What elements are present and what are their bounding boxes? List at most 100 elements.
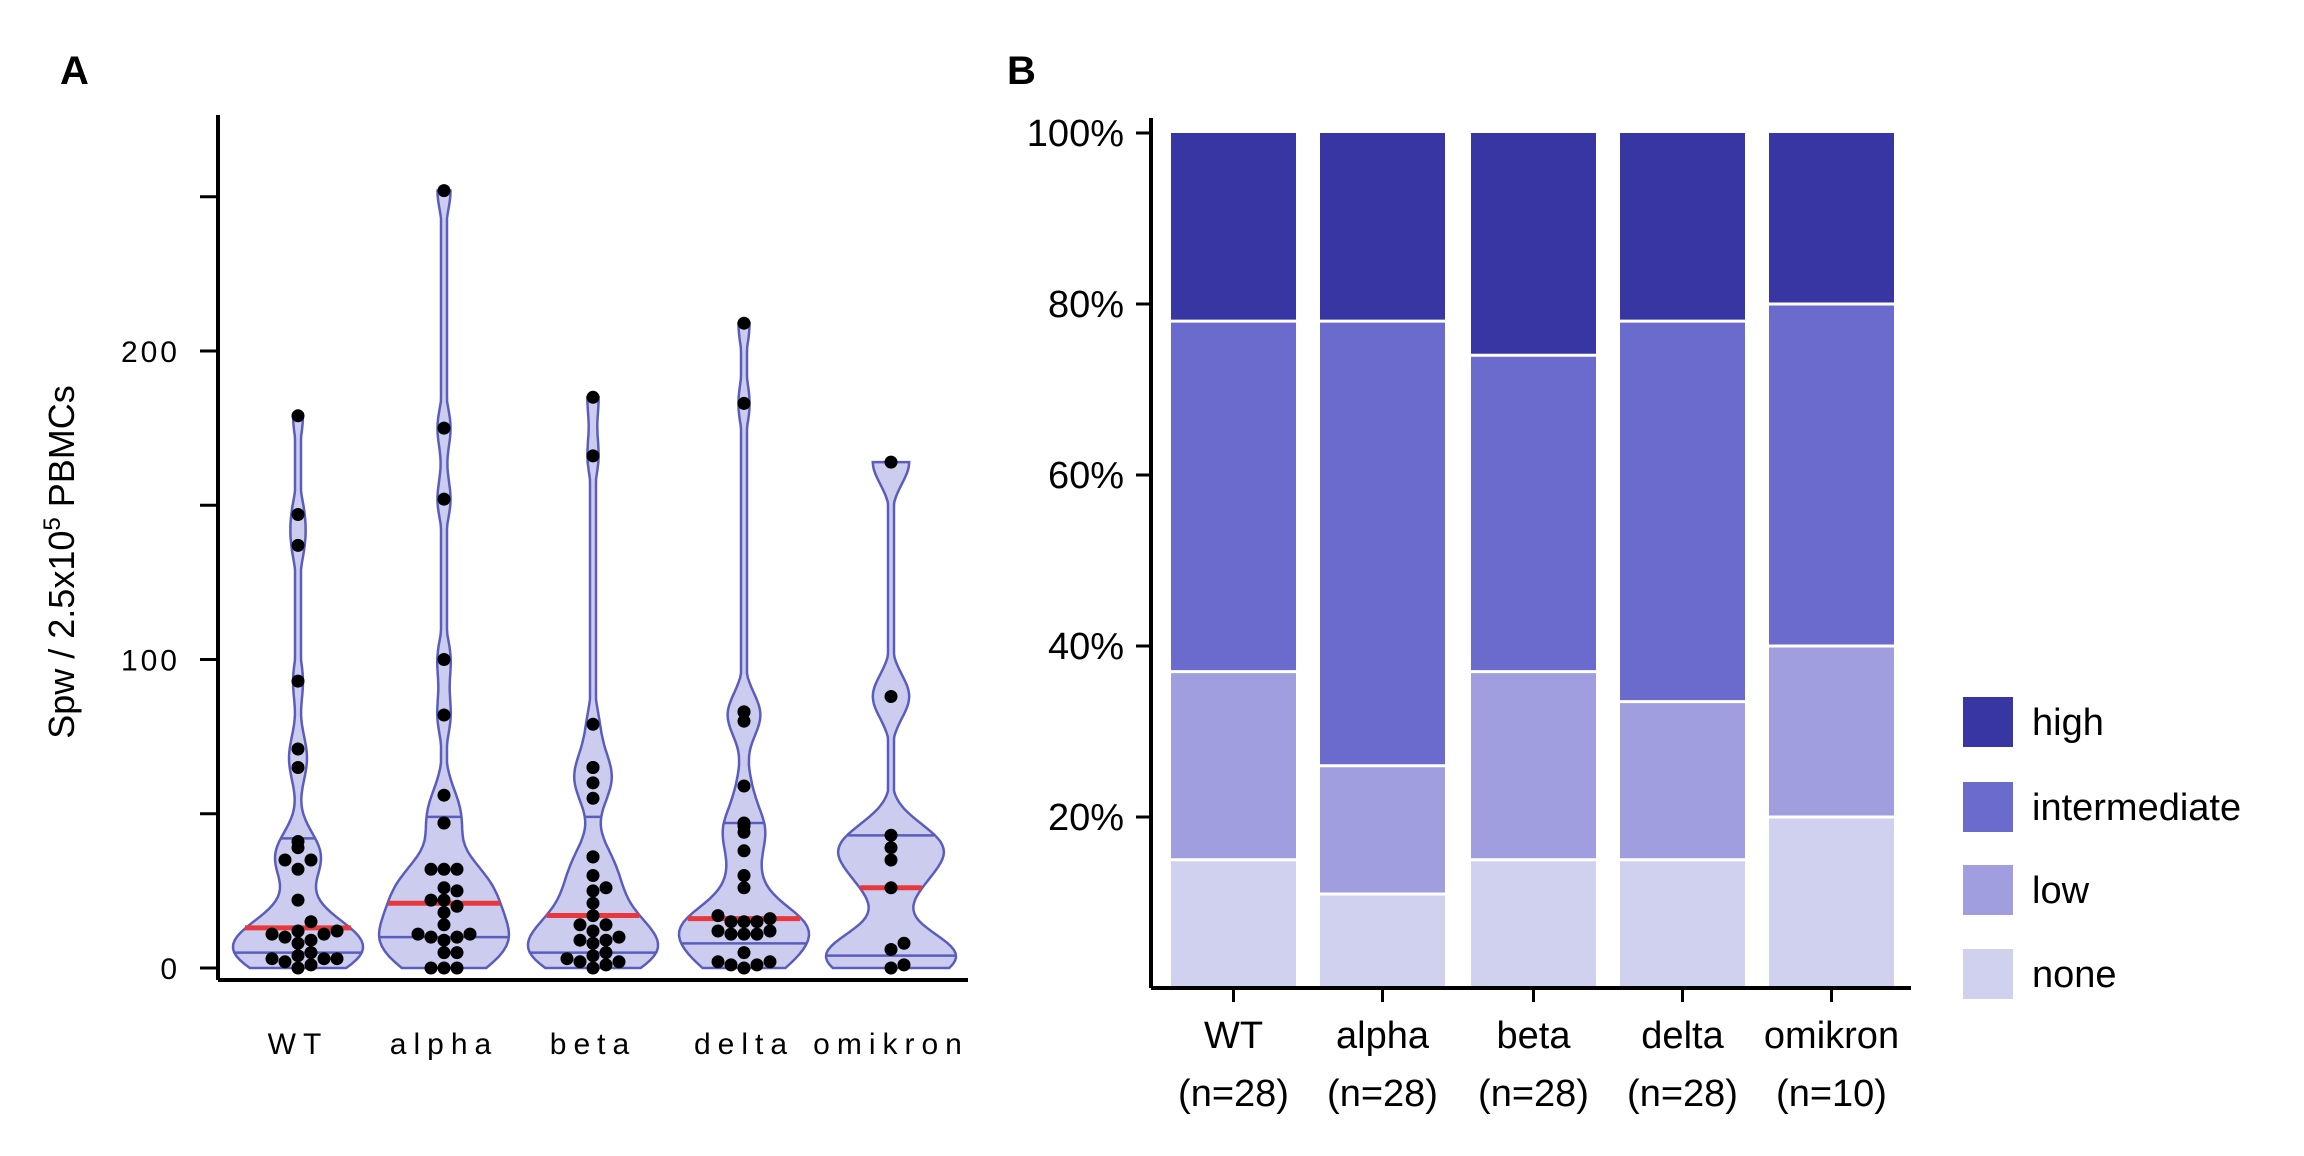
data-point: [450, 884, 464, 898]
data-point: [884, 961, 898, 975]
data-point: [586, 717, 600, 731]
data-point: [573, 918, 587, 932]
data-point: [884, 828, 898, 842]
data-point: [737, 927, 751, 941]
data-point: [737, 705, 751, 719]
data-point: [450, 961, 464, 975]
data-point: [437, 881, 451, 895]
data-point: [586, 909, 600, 923]
x-tick-label: delta: [1641, 1015, 1724, 1057]
x-tick-sublabel: (n=10): [1776, 1073, 1887, 1115]
panel-b-bars: [1171, 133, 1894, 988]
data-point: [737, 779, 751, 793]
y-tick-label: 100%: [1027, 113, 1124, 155]
data-point: [450, 862, 464, 876]
y-tick-label: 60%: [1048, 455, 1124, 497]
panel-b-label: B: [1007, 49, 1036, 93]
data-point: [750, 927, 764, 941]
data-point: [586, 761, 600, 774]
data-point: [737, 844, 751, 858]
legend-label-intermediate: intermediate: [2032, 787, 2241, 829]
data-point: [291, 936, 305, 950]
bar-segment-none-omikron: [1769, 817, 1894, 988]
data-point: [291, 862, 305, 876]
data-point: [437, 708, 451, 722]
bar-segment-none-delta: [1620, 859, 1745, 988]
data-point: [291, 674, 305, 688]
data-point: [330, 924, 344, 938]
data-point: [437, 788, 451, 802]
x-tick-sublabel: (n=28): [1327, 1073, 1438, 1115]
y-tick-label: 100: [121, 645, 180, 678]
legend-swatch-high: [1963, 697, 2013, 747]
x-tick-label: alpha: [390, 1028, 498, 1061]
violin-omikron: [824, 460, 958, 970]
data-point: [291, 742, 305, 756]
data-point: [437, 918, 451, 932]
x-tick-sublabel: (n=28): [1627, 1073, 1738, 1115]
data-point: [437, 946, 451, 960]
violin-beta: [526, 396, 660, 970]
data-point: [737, 316, 751, 330]
bar-segment-low-omikron: [1769, 646, 1894, 817]
data-point: [424, 893, 438, 907]
data-point: [599, 933, 613, 947]
data-point: [291, 538, 305, 552]
data-point: [586, 850, 600, 864]
data-point: [278, 955, 292, 969]
x-tick-label: delta: [694, 1028, 794, 1061]
data-point: [291, 961, 305, 975]
data-point: [737, 396, 751, 410]
legend-swatch-low: [1963, 865, 2013, 915]
data-point: [304, 915, 318, 929]
data-point: [424, 961, 438, 975]
violin-alpha: [377, 189, 511, 970]
data-point: [437, 653, 451, 666]
data-point: [750, 915, 764, 929]
data-point: [437, 933, 451, 947]
data-point: [599, 958, 613, 972]
x-tick-sublabel: (n=28): [1178, 1073, 1289, 1115]
data-point: [437, 906, 451, 919]
x-tick-label: WT: [1204, 1015, 1263, 1057]
data-point: [573, 933, 587, 947]
data-point: [724, 915, 738, 929]
data-point: [265, 927, 279, 941]
bar-segment-intermediate-omikron: [1769, 304, 1894, 646]
data-point: [737, 714, 751, 728]
data-point: [291, 409, 305, 423]
data-point: [737, 915, 751, 929]
data-point: [884, 881, 898, 895]
data-point: [291, 893, 305, 907]
y-tick-label: 20%: [1048, 797, 1124, 839]
legend-swatch-intermediate: [1963, 782, 2013, 832]
data-point: [411, 927, 425, 941]
data-point: [763, 924, 777, 938]
x-tick-label: beta: [1497, 1015, 1572, 1057]
panel-a-label: A: [60, 49, 89, 93]
data-point: [586, 449, 600, 463]
data-point: [711, 924, 725, 938]
data-point: [586, 896, 600, 910]
data-point: [573, 955, 587, 969]
bar-segment-low-beta: [1471, 671, 1596, 860]
data-point: [586, 949, 600, 963]
bar-segment-high-WT: [1171, 133, 1296, 322]
data-point: [450, 946, 464, 960]
panel-a: A Spw / 2.5x105 PBMCs 0 100 200 WT alpha beta…: [39, 49, 969, 1061]
bar-segment-intermediate-WT: [1171, 321, 1296, 672]
data-point: [424, 930, 438, 944]
bar-segment-high-delta: [1620, 133, 1745, 322]
data-point: [291, 949, 305, 963]
data-point: [711, 955, 725, 969]
data-point: [278, 853, 292, 867]
panel-a-points: [265, 184, 911, 975]
data-point: [763, 955, 777, 969]
data-point: [317, 927, 331, 941]
bar-segment-low-delta: [1620, 701, 1745, 860]
data-point: [897, 958, 911, 972]
bar-segment-intermediate-delta: [1620, 321, 1745, 702]
x-tick-label: omikron: [813, 1028, 969, 1061]
data-point: [291, 924, 305, 938]
data-point: [437, 816, 451, 830]
